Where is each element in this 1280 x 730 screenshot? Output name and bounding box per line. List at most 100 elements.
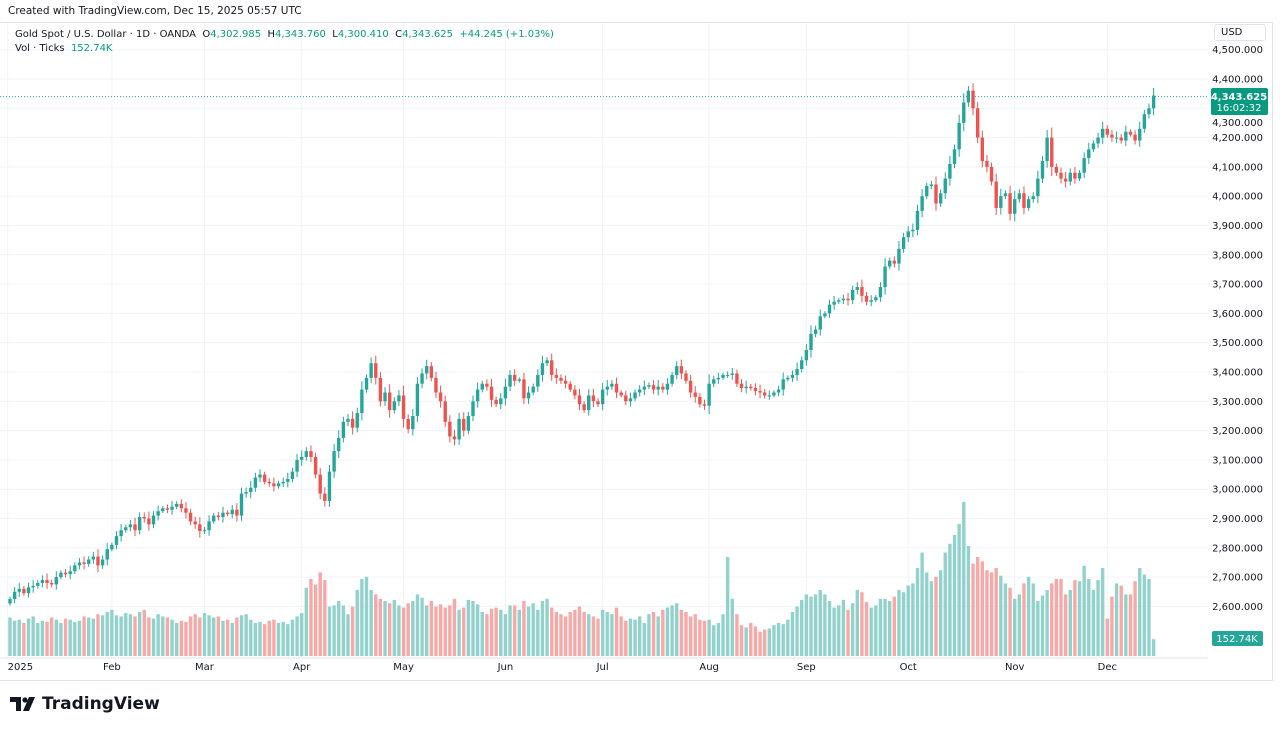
last-volume-box bbox=[1212, 631, 1263, 646]
volume-bar bbox=[929, 581, 934, 656]
candle-body bbox=[480, 383, 484, 390]
volume-bar bbox=[337, 601, 341, 656]
candle-body bbox=[49, 582, 54, 585]
volume-bar bbox=[466, 599, 471, 656]
candle-body bbox=[786, 377, 790, 380]
candle-body bbox=[693, 392, 697, 397]
candle-body bbox=[1091, 143, 1096, 150]
volume-bar bbox=[684, 612, 688, 656]
volume-bar bbox=[883, 598, 887, 656]
volume-bar bbox=[846, 609, 850, 656]
volume-bar bbox=[392, 599, 396, 656]
candle-body bbox=[994, 181, 998, 208]
price-axis[interactable]: 4,500.000 4,400.000 4,300.000 4,200.000 4,10… bbox=[1212, 45, 1263, 613]
symbol-title[interactable]: Gold Spot / U.S. Dollar · 1D · OANDA bbox=[15, 29, 196, 40]
candle-body bbox=[906, 231, 910, 238]
volume-bar bbox=[536, 609, 540, 656]
volume-bar bbox=[563, 616, 568, 656]
volume-bar bbox=[142, 609, 146, 656]
volume-bar bbox=[299, 613, 304, 656]
candle-body bbox=[429, 366, 434, 378]
volume-bar bbox=[512, 605, 517, 656]
candle-body bbox=[985, 161, 989, 167]
volume-bar bbox=[156, 614, 160, 656]
candle-body bbox=[647, 385, 651, 387]
candle-body bbox=[457, 418, 461, 440]
candle-body bbox=[174, 503, 179, 507]
currency-button[interactable]: USD bbox=[1214, 24, 1266, 41]
candle-body bbox=[87, 559, 91, 564]
candle-body bbox=[897, 248, 901, 264]
candle-body bbox=[948, 163, 952, 179]
time-axis[interactable]: 2025 Feb Mar Apr May Jun Jul Aug Sep Oct Nov Dec bbox=[0, 657, 1208, 673]
volume-bar bbox=[994, 568, 998, 656]
candle-body bbox=[749, 386, 753, 389]
volume-bar bbox=[1151, 639, 1156, 656]
countdown-label: 16:02:32 bbox=[1217, 103, 1262, 114]
volume-bar bbox=[1045, 590, 1049, 656]
volume-bar bbox=[387, 603, 392, 656]
candle-body bbox=[929, 184, 934, 186]
volume-bar bbox=[818, 590, 822, 656]
volume-bar bbox=[823, 594, 827, 656]
candle-body bbox=[82, 562, 86, 564]
volume-bar bbox=[874, 605, 878, 656]
candle-body bbox=[475, 389, 480, 402]
volume-bar bbox=[225, 619, 230, 656]
volume-bar bbox=[133, 616, 137, 656]
candle-body bbox=[286, 478, 290, 482]
candle-body bbox=[767, 395, 772, 397]
volume-bar bbox=[1105, 618, 1110, 656]
volume-bar bbox=[702, 620, 707, 656]
price-tick-label: 3,100.000 bbox=[1212, 455, 1263, 466]
time-tick-label: Nov bbox=[1005, 662, 1025, 673]
volume-bar bbox=[698, 619, 702, 656]
candle-body bbox=[596, 401, 600, 405]
volume-bar bbox=[980, 561, 984, 656]
volume-bar bbox=[531, 603, 535, 656]
tradingview-logo[interactable]: TradingView bbox=[10, 694, 160, 714]
candle-body bbox=[1128, 131, 1133, 135]
volume-bar bbox=[309, 579, 313, 656]
candle-body bbox=[415, 383, 420, 416]
candle-body bbox=[1077, 172, 1082, 179]
volume-bar bbox=[235, 617, 239, 656]
candle-body bbox=[850, 289, 855, 301]
volume-bar bbox=[1073, 580, 1077, 656]
candle-body bbox=[290, 471, 295, 479]
volume-bar bbox=[290, 619, 295, 656]
volume-bar bbox=[40, 620, 45, 656]
candle-body bbox=[1142, 114, 1147, 129]
volume-bar bbox=[1142, 574, 1147, 656]
volume-bar bbox=[1026, 576, 1031, 656]
candle-body bbox=[100, 559, 105, 566]
candle-body bbox=[341, 421, 346, 438]
volume-bar bbox=[647, 614, 651, 656]
candle-body bbox=[563, 380, 568, 384]
candle-body bbox=[628, 398, 633, 402]
volume-bar bbox=[1036, 601, 1040, 656]
volume-bar bbox=[91, 618, 96, 656]
candle-body bbox=[63, 572, 68, 575]
volume-bar bbox=[860, 592, 864, 656]
volume-bar bbox=[781, 624, 785, 656]
volume-bar bbox=[184, 621, 188, 656]
volume-bar bbox=[1013, 598, 1017, 656]
candle-body bbox=[837, 300, 841, 302]
volume-bar bbox=[188, 616, 193, 656]
volume-bar bbox=[809, 596, 813, 656]
candle-body bbox=[772, 392, 776, 396]
volume-bar bbox=[1003, 583, 1008, 656]
candle-body bbox=[193, 521, 197, 525]
candle-body bbox=[156, 511, 160, 516]
volume-bar bbox=[244, 614, 248, 656]
price-tick-label: 2,900.000 bbox=[1212, 514, 1263, 525]
volume-bar bbox=[693, 614, 697, 656]
candle-body bbox=[522, 379, 526, 399]
volume-label[interactable]: Vol · Ticks bbox=[15, 43, 65, 54]
candle-body bbox=[762, 392, 767, 396]
volume-bar bbox=[614, 607, 619, 656]
candle-body bbox=[809, 333, 813, 351]
volume-bar bbox=[452, 598, 457, 656]
